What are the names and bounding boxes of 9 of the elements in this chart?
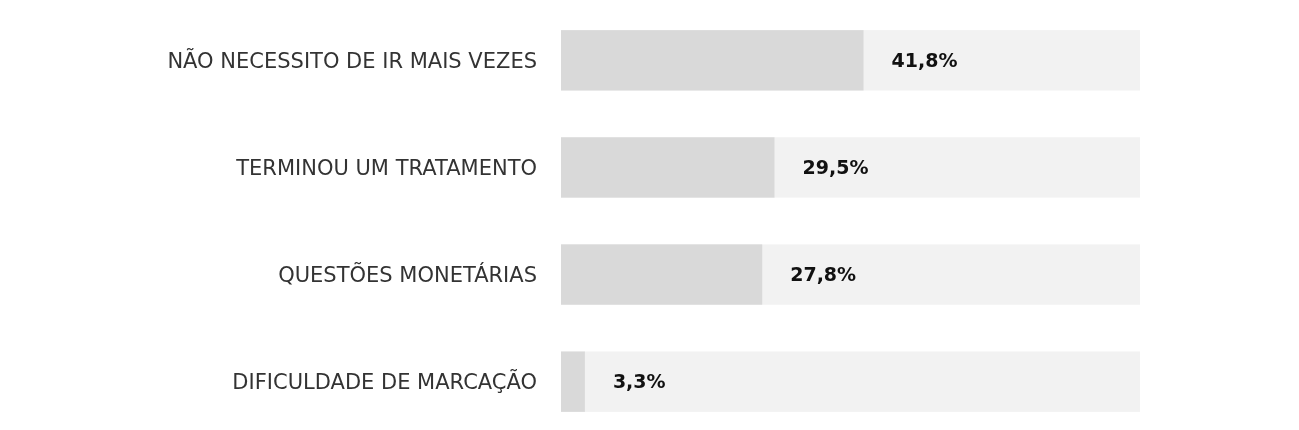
data-label: 29,5%: [802, 156, 869, 179]
y-tick-label: DIFICULDADE DE MARCAÇÃO: [232, 368, 537, 395]
data-label: 3,3%: [612, 370, 666, 393]
y-tick-label: QUESTÕES MONETÁRIAS: [278, 260, 537, 287]
y-tick-label: TERMINOU UM TRATAMENTO: [235, 155, 537, 180]
bar: [561, 351, 585, 412]
data-label: 27,8%: [790, 263, 857, 286]
data-label: 41,8%: [891, 48, 958, 71]
y-tick-label: NÃO NECESSITO DE IR MAIS VEZES: [167, 46, 537, 73]
